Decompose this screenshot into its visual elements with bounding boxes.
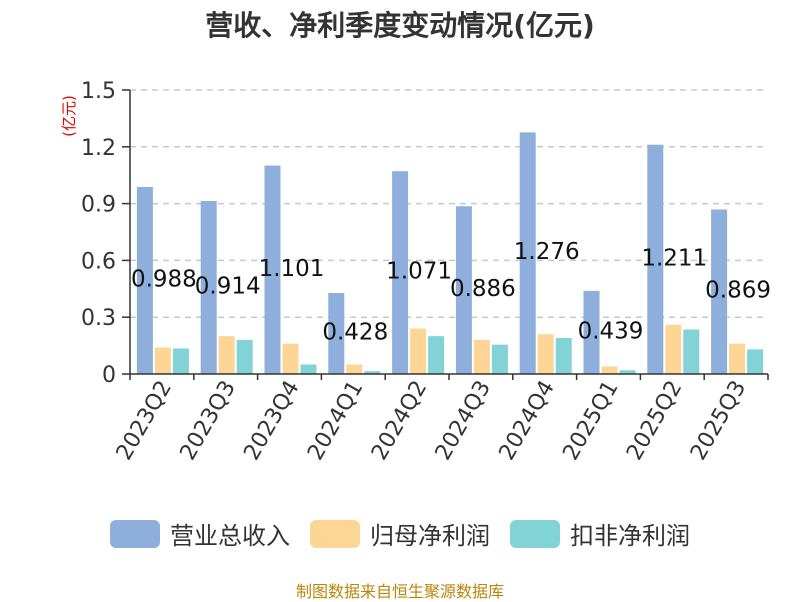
bar-deducted-profit [428, 336, 445, 374]
data-label: 0.988 [131, 266, 197, 292]
x-tick-label: 2024Q1 [303, 377, 368, 465]
legend: 营业总收入 归母净利润 扣非净利润 [0, 516, 800, 556]
x-tick-label: 2023Q4 [239, 377, 304, 465]
x-tick-label: 2024Q2 [367, 377, 432, 465]
bar-revenue [583, 290, 600, 374]
bar-net-profit [537, 334, 554, 374]
legend-item-revenue[interactable]: 营业总收入 [110, 516, 290, 551]
bar-net-profit [729, 343, 746, 374]
legend-swatch-revenue [110, 519, 160, 548]
data-label: 0.439 [578, 318, 644, 344]
data-label: 1.276 [514, 239, 580, 265]
bar-net-profit [218, 336, 235, 374]
x-tick-label: 2024Q4 [495, 377, 560, 465]
bar-revenue [647, 144, 664, 374]
legend-swatch-deducted-profit [510, 519, 560, 548]
bar-deducted-profit [555, 338, 572, 374]
bar-revenue [392, 171, 409, 374]
y-tick-label: 0.6 [81, 249, 116, 274]
bar-deducted-profit [236, 339, 253, 374]
bar-deducted-profit [364, 371, 381, 374]
bar-net-profit [410, 328, 427, 374]
bar-net-profit [282, 343, 299, 374]
data-label: 0.914 [195, 273, 261, 299]
data-label: 1.211 [641, 245, 707, 271]
x-tick-label: 2024Q3 [431, 377, 496, 465]
bar-deducted-profit [300, 364, 317, 374]
bar-revenue [200, 200, 217, 374]
x-tick-label: 2025Q2 [622, 377, 687, 465]
y-tick-label: 0 [102, 363, 116, 388]
bar-net-profit [346, 364, 363, 374]
bar-deducted-profit [747, 349, 764, 374]
bar-deducted-profit [491, 344, 508, 374]
data-label: 1.071 [386, 259, 452, 285]
y-tick-label: 0.3 [81, 306, 116, 331]
bar-deducted-profit [172, 348, 189, 374]
y-tick-label: 1.5 [81, 79, 116, 104]
data-label: 0.886 [450, 276, 516, 302]
bar-revenue [519, 132, 536, 374]
legend-label-revenue: 营业总收入 [170, 522, 290, 550]
bar-revenue [264, 165, 281, 374]
x-tick-label: 2025Q1 [558, 377, 623, 465]
source-note: 制图数据来自恒生聚源数据库 [295, 582, 504, 601]
legend-swatch-net-profit [310, 519, 360, 548]
bar-net-profit [601, 366, 618, 374]
bar-net-profit [665, 324, 682, 374]
bar-net-profit [473, 339, 490, 374]
chart-title: 营收、净利季度变动情况(亿元) [205, 9, 595, 42]
bar-revenue [455, 206, 472, 374]
y-axis-unit-label: (亿元) [60, 95, 78, 137]
x-tick-label: 2025Q3 [686, 377, 751, 465]
y-tick-label: 1.2 [81, 136, 116, 161]
data-label: 1.101 [259, 256, 325, 282]
bar-revenue [328, 292, 345, 374]
bar-deducted-profit [619, 370, 636, 374]
bar-net-profit [154, 347, 171, 374]
x-tick-label: 2023Q2 [112, 377, 177, 465]
bar-revenue [711, 209, 728, 374]
bar-deducted-profit [683, 329, 700, 374]
x-tick-label: 2023Q3 [176, 377, 241, 465]
data-label: 0.869 [705, 278, 771, 304]
y-tick-label: 0.9 [81, 193, 116, 218]
legend-label-net-profit: 归母净利润 [370, 522, 490, 550]
legend-item-deducted-profit[interactable]: 扣非净利润 [510, 516, 690, 551]
data-label: 0.428 [322, 319, 388, 345]
bar-revenue [136, 186, 153, 374]
legend-label-deducted-profit: 扣非净利润 [570, 522, 690, 550]
legend-item-net-profit[interactable]: 归母净利润 [310, 516, 490, 551]
